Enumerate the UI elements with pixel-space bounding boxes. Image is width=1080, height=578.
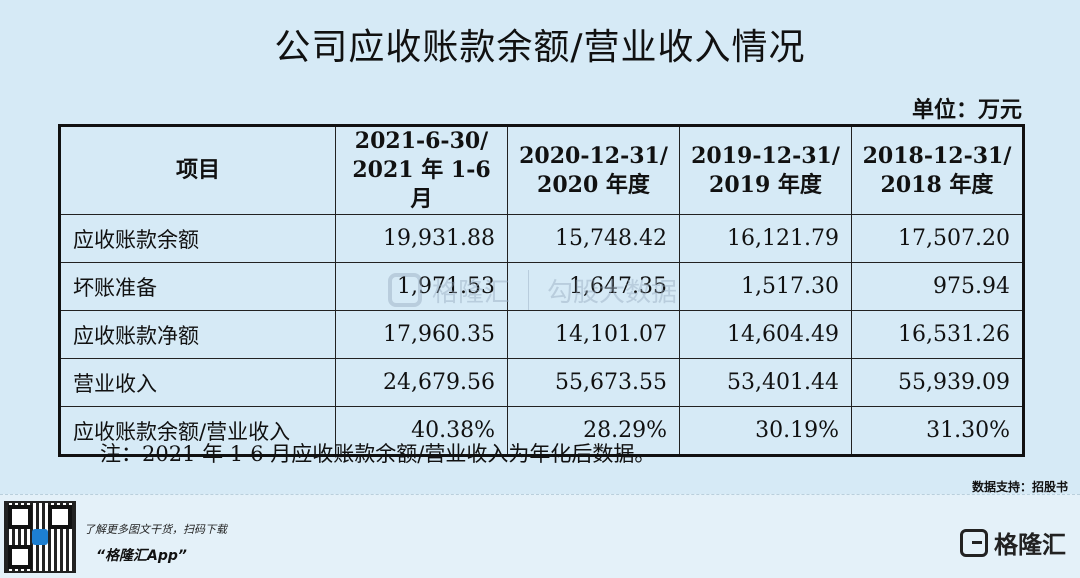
page-title: 公司应收账款余额/营业收入情况 — [274, 27, 806, 68]
brand-logo: 格隆汇 — [960, 525, 1066, 560]
row-label: 应收账款余额/营业收入 — [59, 406, 336, 456]
header-2020: 2020-12-31/2020 年度 — [507, 125, 680, 215]
footnote: 注：2021 年 1-6 月应收账款余额/营业收入为年化后数据。 — [100, 442, 656, 466]
row-label: 应收账款余额 — [59, 214, 336, 263]
cell-value: 55,939.09 — [851, 358, 1024, 407]
table-row: 坏账准备 1,971.53 1,647.35 1,517.30 975.94 — [59, 262, 1024, 311]
cell-value: 1,517.30 — [679, 262, 852, 311]
data-source: 数据支持：招股书 — [971, 480, 1068, 494]
table-header-row: 项目 2021-6-30/2021 年 1-6 月 2020-12-31/202… — [59, 125, 1024, 215]
unit-label: 单位：万元 — [911, 97, 1022, 123]
gelonghui-logo-icon — [960, 528, 988, 557]
table-row: 应收账款余额 19,931.88 15,748.42 16,121.79 17,… — [59, 214, 1024, 263]
cell-value: 40.38% — [335, 406, 508, 456]
cell-value: 30.19% — [679, 406, 852, 456]
qr-code-icon[interactable] — [4, 501, 76, 573]
cell-value: 19,931.88 — [335, 214, 508, 263]
row-label: 坏账准备 — [59, 262, 336, 311]
cell-value: 16,531.26 — [851, 310, 1024, 359]
cell-value: 31.30% — [851, 406, 1024, 456]
header-2018: 2018-12-31/2018 年度 — [851, 125, 1024, 215]
cell-value: 14,604.49 — [679, 310, 852, 359]
header-2021h1: 2021-6-30/2021 年 1-6 月 — [335, 125, 508, 215]
cell-value: 17,960.35 — [335, 310, 508, 359]
cell-value: 28.29% — [507, 406, 680, 456]
table-row: 应收账款余额/营业收入 40.38% 28.29% 30.19% 31.30% — [59, 406, 1024, 456]
app-name: “格隆汇App” — [96, 548, 187, 564]
row-label: 应收账款净额 — [59, 310, 336, 359]
row-label: 营业收入 — [59, 358, 336, 407]
cell-value: 24,679.56 — [335, 358, 508, 407]
table-row: 营业收入 24,679.56 55,673.55 53,401.44 55,93… — [59, 358, 1024, 407]
cell-value: 17,507.20 — [851, 214, 1024, 263]
cell-value: 15,748.42 — [507, 214, 680, 263]
header-2019: 2019-12-31/2019 年度 — [679, 125, 852, 215]
cell-value: 16,121.79 — [679, 214, 852, 263]
promo-text: 了解更多图文干货，扫码下载 — [84, 523, 227, 536]
financial-table: 项目 2021-6-30/2021 年 1-6 月 2020-12-31/202… — [58, 124, 1025, 457]
cell-value: 975.94 — [851, 262, 1024, 311]
cell-value: 1,647.35 — [507, 262, 680, 311]
footer-banner: 了解更多图文干货，扫码下载 “格隆汇App” 格隆汇 — [0, 494, 1080, 578]
brand-name: 格隆汇 — [994, 531, 1066, 559]
cell-value: 1,971.53 — [335, 262, 508, 311]
cell-value: 14,101.07 — [507, 310, 680, 359]
header-item: 项目 — [59, 125, 336, 215]
cell-value: 55,673.55 — [507, 358, 680, 407]
cell-value: 53,401.44 — [679, 358, 852, 407]
table-row: 应收账款净额 17,960.35 14,101.07 14,604.49 16,… — [59, 310, 1024, 359]
